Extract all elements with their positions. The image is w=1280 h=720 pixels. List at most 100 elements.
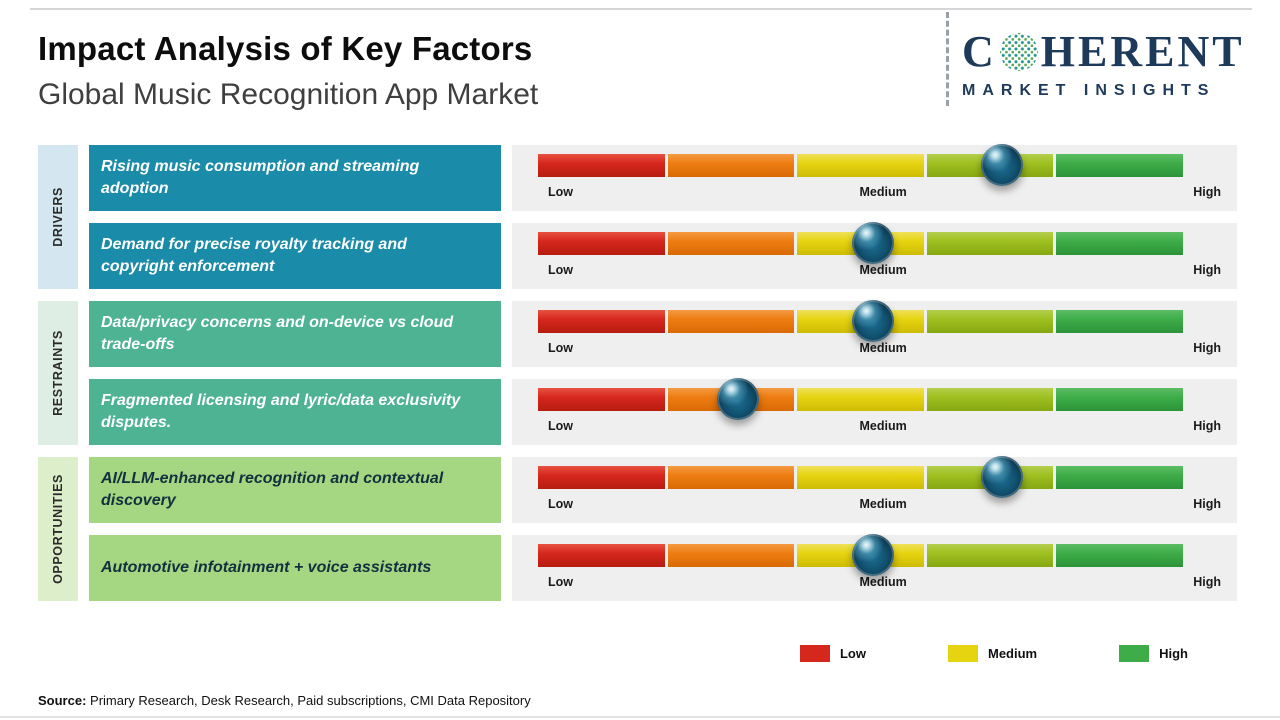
bottom-divider — [0, 716, 1280, 718]
category-strip-opportunities: OPPORTUNITIES — [38, 457, 78, 601]
bar-segment-low — [538, 232, 665, 255]
scale-label-high: High — [1193, 575, 1221, 589]
impact-scale-track — [538, 378, 1183, 420]
source-text: Primary Research, Desk Research, Paid su… — [86, 693, 531, 708]
bar-segment-high — [1056, 544, 1183, 567]
factor-box-drivers-2: Demand for precise royalty tracking and … — [89, 223, 501, 289]
impact-chart: DRIVERS Rising music consumption and str… — [38, 144, 1237, 601]
legend-label: High — [1159, 646, 1188, 661]
bar-segment-low-medium — [667, 310, 795, 333]
category-label: DRIVERS — [51, 187, 65, 247]
factor-label: AI/LLM-enhanced recognition and contextu… — [101, 469, 444, 509]
factor-label: Automotive infotainment + voice assistan… — [101, 558, 432, 576]
impact-bar-row-4: Low Medium High — [512, 378, 1237, 445]
factor-label: Rising music consumption and streaming a… — [101, 157, 420, 197]
company-logo: C HERENT MARKET INSIGHTS — [962, 30, 1245, 100]
factor-box-restraints-2: Fragmented licensing and lyric/data excl… — [89, 379, 501, 445]
impact-marker — [716, 378, 759, 420]
bar-segment-low-medium — [667, 466, 795, 489]
scale-label-high: High — [1193, 263, 1221, 277]
legend-label: Medium — [987, 646, 1038, 661]
impact-scale-track — [538, 456, 1183, 498]
logo-wordmark: C HERENT — [962, 30, 1245, 74]
scale-label-low: Low — [548, 419, 573, 433]
impact-marker — [981, 144, 1024, 186]
source-note: Source: Primary Research, Desk Research,… — [38, 693, 531, 708]
bar-segment-medium — [797, 466, 924, 489]
scale-label-low: Low — [548, 497, 573, 511]
bar-segment-high — [1056, 466, 1183, 489]
top-divider — [30, 8, 1252, 10]
bar-segment-high — [1056, 154, 1183, 177]
scale-label-low: Low — [548, 263, 573, 277]
legend-item-medium: Medium — [947, 645, 1038, 662]
scale-label-low: Low — [548, 575, 573, 589]
scale-label-high: High — [1193, 341, 1221, 355]
impact-marker — [852, 300, 895, 342]
scale-label-high: High — [1193, 185, 1221, 199]
impact-bar-row-6: Low Medium High — [512, 534, 1237, 601]
scale-labels: Low Medium High — [548, 185, 1221, 199]
impact-bar-row-3: Low Medium High — [512, 300, 1237, 367]
category-label: RESTRAINTS — [51, 330, 65, 416]
scale-label-medium: Medium — [859, 419, 907, 433]
logo-dotted-globe-icon — [999, 33, 1038, 71]
impact-scale-track — [538, 534, 1183, 576]
factor-box-drivers-1: Rising music consumption and streaming a… — [89, 145, 501, 211]
scale-labels: Low Medium High — [548, 575, 1221, 589]
factor-box-opportunities-2: Automotive infotainment + voice assistan… — [89, 535, 501, 601]
bar-segment-low — [538, 154, 665, 177]
impact-marker — [852, 222, 895, 264]
factor-label: Data/privacy concerns and on-device vs c… — [101, 313, 454, 353]
scale-label-medium: Medium — [859, 497, 907, 511]
bar-segment-low — [538, 310, 665, 333]
bar-segment-low — [538, 466, 665, 489]
bar-segment-medium — [797, 388, 924, 411]
bar-segment-high — [1056, 232, 1183, 255]
legend: Low Medium High — [799, 645, 1188, 662]
legend-item-low: Low — [799, 645, 866, 662]
bar-segment-low-medium — [667, 154, 795, 177]
scale-labels: Low Medium High — [548, 263, 1221, 277]
factor-box-opportunities-1: AI/LLM-enhanced recognition and contextu… — [89, 457, 501, 523]
scale-labels: Low Medium High — [548, 497, 1221, 511]
impact-bar-row-1: Low Medium High — [512, 144, 1237, 211]
logo-letter-c: C — [962, 27, 997, 76]
legend-item-high: High — [1119, 645, 1188, 662]
logo-letters-rest: HERENT — [1040, 27, 1245, 76]
logo-divider — [946, 12, 949, 106]
category-strip-restraints: RESTRAINTS — [38, 301, 78, 445]
scale-labels: Low Medium High — [548, 341, 1221, 355]
bar-segment-medium — [797, 154, 924, 177]
page-subtitle: Global Music Recognition App Market — [38, 78, 539, 111]
scale-label-high: High — [1193, 497, 1221, 511]
impact-marker — [852, 534, 895, 576]
scale-label-low: Low — [548, 185, 573, 199]
bar-segment-medium-high — [926, 544, 1054, 567]
factor-label: Fragmented licensing and lyric/data excl… — [101, 391, 461, 431]
header: Impact Analysis of Key Factors Global Mu… — [38, 30, 538, 112]
impact-scale-track — [538, 144, 1183, 186]
bar-segment-high — [1056, 310, 1183, 333]
source-label: Source: — [38, 693, 87, 708]
impact-bar-row-2: Low Medium High — [512, 222, 1237, 289]
scale-label-medium: Medium — [859, 341, 907, 355]
impact-bar-row-5: Low Medium High — [512, 456, 1237, 523]
bar-segment-high — [1056, 388, 1183, 411]
category-label: OPPORTUNITIES — [51, 474, 65, 584]
scale-label-medium: Medium — [859, 185, 907, 199]
bar-segment-low-medium — [667, 544, 795, 567]
legend-swatch-high — [1119, 645, 1150, 662]
scale-label-medium: Medium — [859, 575, 907, 589]
legend-label: Low — [839, 646, 866, 661]
impact-marker — [981, 456, 1024, 498]
legend-swatch-medium — [947, 645, 978, 662]
bar-segment-medium-high — [926, 232, 1054, 255]
category-strip-drivers: DRIVERS — [38, 145, 78, 289]
impact-scale-track — [538, 222, 1183, 264]
scale-label-medium: Medium — [859, 263, 907, 277]
page-title: Impact Analysis of Key Factors — [38, 30, 533, 67]
bar-segment-medium-high — [926, 310, 1054, 333]
bar-segment-low — [538, 544, 665, 567]
